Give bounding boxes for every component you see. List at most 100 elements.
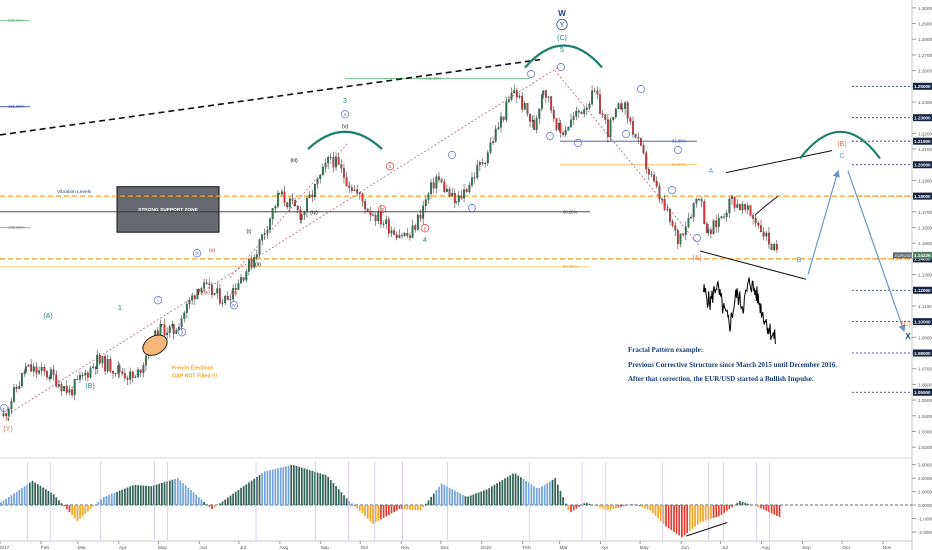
candle-body [321, 166, 324, 176]
candle-body [361, 193, 364, 202]
osc-bar [496, 483, 498, 506]
osc-bar [358, 505, 361, 512]
wave5-arc [524, 44, 603, 69]
osc-bar [79, 505, 81, 519]
candle-body [432, 182, 435, 189]
time-tick-label: Jun [199, 545, 207, 550]
candle-body [269, 218, 271, 231]
osc-bar [118, 490, 121, 506]
price-tick-label: 1.13000 [918, 273, 932, 278]
candle-body [757, 222, 760, 226]
triangle-top-line [725, 150, 833, 174]
osc-bar [715, 505, 718, 518]
candle-body [486, 152, 489, 164]
osc-bar [477, 492, 480, 506]
osc-bar [541, 486, 543, 506]
fib-50-upper-label: 50.00% [672, 162, 686, 167]
osc-bar [134, 484, 137, 506]
candle-body [79, 375, 81, 380]
candle-body [634, 134, 637, 138]
wave-marker-circle [574, 139, 582, 147]
osc-bar [322, 474, 324, 506]
osc-bar [744, 502, 747, 506]
candle-body [145, 355, 147, 366]
osc-bar [124, 488, 126, 506]
osc-bar [773, 505, 776, 515]
osc-bar [142, 485, 145, 506]
osc-bar [575, 505, 578, 509]
candle-body [671, 221, 674, 226]
candle-body [50, 369, 52, 379]
wave-label: (i) [247, 229, 252, 235]
osc-bar [570, 505, 572, 513]
candle-body [387, 219, 390, 234]
triangle-bottom-line [699, 250, 807, 280]
osc-bar [446, 486, 448, 506]
candle-body [422, 205, 425, 219]
osc-bar [71, 505, 73, 516]
osc-bar [121, 489, 124, 506]
osc-bar [776, 505, 778, 516]
marked-level-label: 1.10000 [914, 319, 931, 324]
candle-body [213, 292, 216, 295]
osc-bar [176, 478, 179, 506]
time-tick-label: Feb [41, 545, 50, 550]
osc-bar [707, 505, 710, 520]
candle-body [208, 283, 211, 285]
osc-divergence-line [686, 522, 728, 537]
candle-body [455, 201, 458, 203]
wave-label: ii [181, 330, 183, 336]
candle-body [513, 90, 516, 94]
candle-body [700, 199, 703, 202]
candle-body [337, 157, 340, 165]
osc-bar [314, 471, 316, 506]
osc-bar [543, 484, 546, 506]
osc-bar [390, 505, 393, 514]
candle-body [621, 108, 624, 110]
osc-bar [654, 505, 657, 516]
candle-body [118, 365, 121, 372]
osc-bar [211, 505, 213, 510]
candle-body [427, 193, 430, 200]
fractal-note-line: Fractal Pattern example: [628, 346, 703, 354]
candle-body [52, 369, 55, 375]
osc-bar [644, 505, 646, 509]
candle-body [364, 201, 366, 210]
time-tick-label: Dec [441, 545, 450, 550]
candle-body [106, 359, 109, 372]
osc-bar [340, 492, 343, 506]
candle-body [258, 239, 261, 255]
time-tick-label: Nov [883, 545, 892, 550]
candle-body [414, 225, 417, 230]
osc-bar [105, 495, 108, 506]
osc-bar [599, 505, 601, 508]
osc-bar [377, 505, 380, 521]
osc-bar [530, 484, 533, 506]
osc-bar [762, 505, 765, 510]
wave-marker-circle [0, 404, 8, 412]
osc-bar [102, 496, 105, 506]
candle-body [286, 202, 289, 208]
wave-label: C [839, 153, 844, 160]
osc-bar [306, 469, 308, 506]
candle-body [308, 194, 311, 199]
osc-bar [770, 505, 773, 514]
osc-bar [95, 504, 97, 506]
osc-tick-label: -2.0000 [918, 530, 932, 535]
marked-level-box [913, 286, 932, 294]
osc-bar [501, 480, 504, 506]
osc-bar [197, 497, 200, 506]
osc-bar [704, 505, 707, 521]
candle-body [698, 199, 700, 201]
candle-body [669, 209, 671, 222]
candle-body [226, 295, 229, 300]
marked-level-label: 1.18000 [914, 194, 931, 199]
osc-bar [456, 492, 459, 506]
osc-bar [427, 500, 430, 506]
price-tick-label: 1.21000 [918, 147, 932, 152]
osc-bar [374, 505, 377, 523]
osc-bar [274, 468, 277, 506]
osc-bar [765, 505, 768, 511]
